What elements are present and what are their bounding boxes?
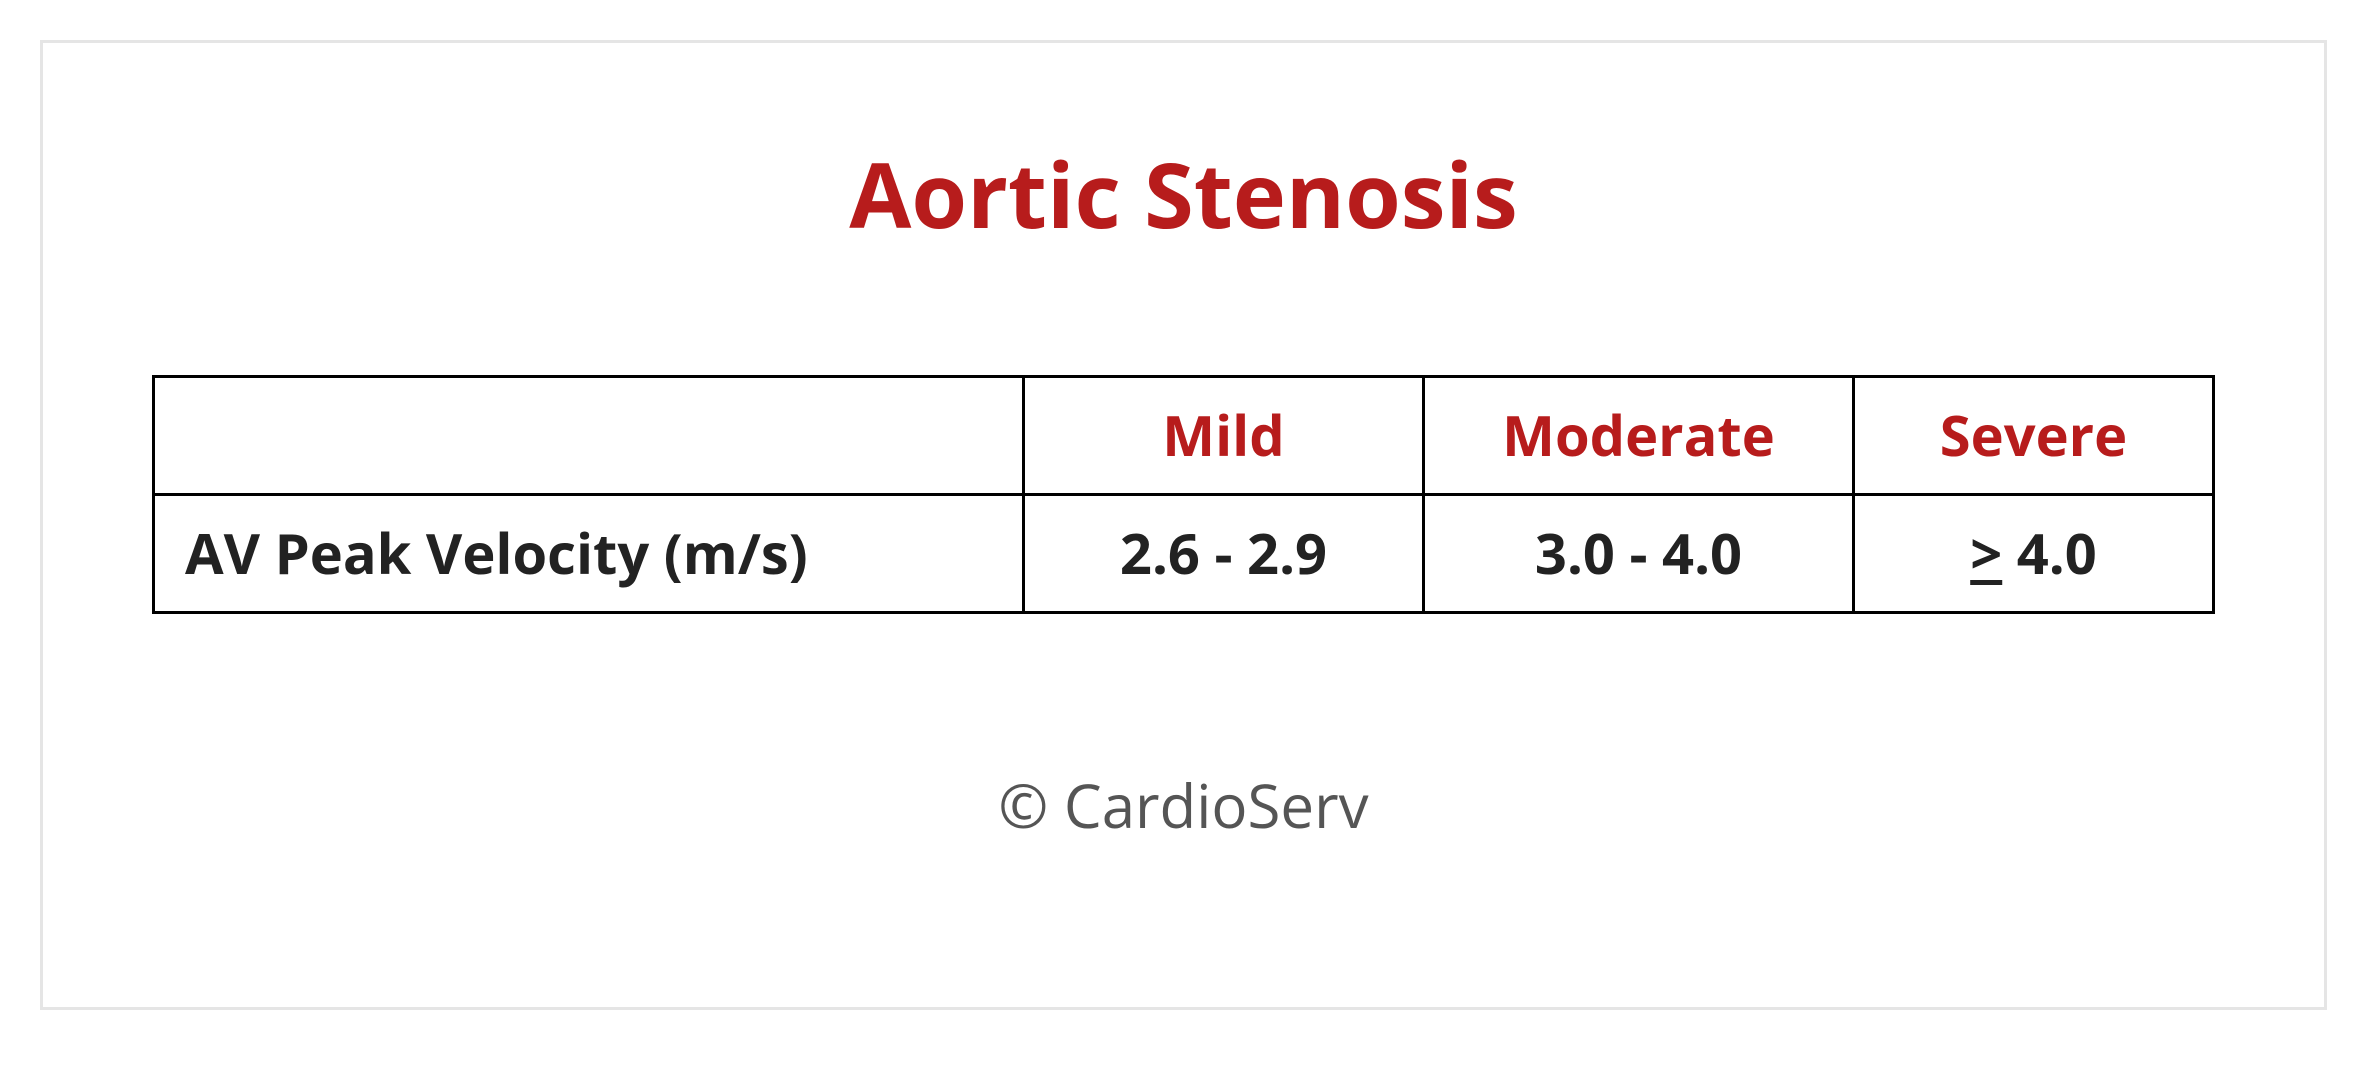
header-moderate: Moderate (1424, 377, 1854, 495)
card-container: Aortic Stenosis Mild Moderate Severe AV … (40, 40, 2327, 1010)
header-blank (154, 377, 1024, 495)
table-header-row: Mild Moderate Severe (154, 377, 2214, 495)
severe-number: 4.0 (2002, 515, 2097, 591)
row-label: AV Peak Velocity (m/s) (154, 495, 1024, 613)
copyright-footer: © CardioServ (998, 764, 1368, 846)
header-severe: Severe (1854, 377, 2214, 495)
table-row: AV Peak Velocity (m/s) 2.6 - 2.9 3.0 - 4… (154, 495, 2214, 613)
stenosis-table: Mild Moderate Severe AV Peak Velocity (m… (152, 375, 2215, 614)
value-severe: > 4.0 (1854, 495, 2214, 613)
title: Aortic Stenosis (849, 133, 1518, 255)
gte-symbol: > (1970, 515, 2002, 591)
value-moderate: 3.0 - 4.0 (1424, 495, 1854, 613)
value-mild: 2.6 - 2.9 (1024, 495, 1424, 613)
header-mild: Mild (1024, 377, 1424, 495)
